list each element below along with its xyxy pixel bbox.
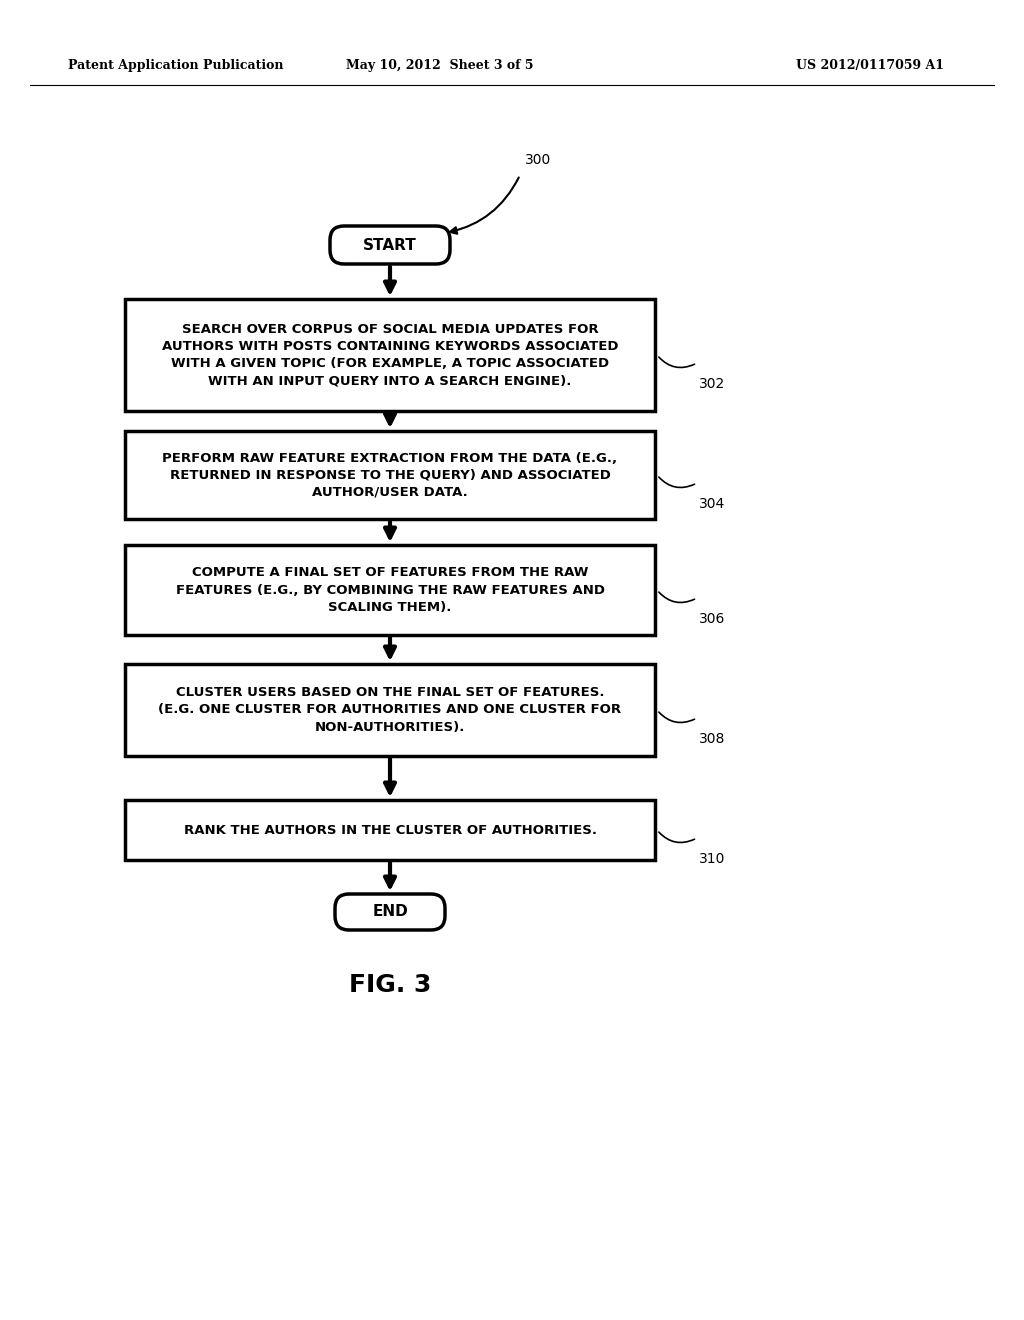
Bar xyxy=(125,545,655,635)
FancyBboxPatch shape xyxy=(330,226,450,264)
Text: 302: 302 xyxy=(699,378,725,391)
Text: 300: 300 xyxy=(525,153,551,168)
Text: COMPUTE A FINAL SET OF FEATURES FROM THE RAW
FEATURES (E.G., BY COMBINING THE RA: COMPUTE A FINAL SET OF FEATURES FROM THE… xyxy=(175,566,604,614)
Bar xyxy=(125,300,655,411)
Text: 306: 306 xyxy=(699,612,725,626)
Text: US 2012/0117059 A1: US 2012/0117059 A1 xyxy=(796,58,944,71)
Text: START: START xyxy=(364,238,417,252)
Text: PERFORM RAW FEATURE EXTRACTION FROM THE DATA (E.G.,
RETURNED IN RESPONSE TO THE : PERFORM RAW FEATURE EXTRACTION FROM THE … xyxy=(163,451,617,499)
Text: SEARCH OVER CORPUS OF SOCIAL MEDIA UPDATES FOR
AUTHORS WITH POSTS CONTAINING KEY: SEARCH OVER CORPUS OF SOCIAL MEDIA UPDAT… xyxy=(162,323,618,387)
FancyBboxPatch shape xyxy=(335,894,445,931)
Text: 304: 304 xyxy=(699,498,725,511)
Text: May 10, 2012  Sheet 3 of 5: May 10, 2012 Sheet 3 of 5 xyxy=(346,58,534,71)
Text: END: END xyxy=(372,904,408,920)
Text: FIG. 3: FIG. 3 xyxy=(349,973,431,997)
Bar xyxy=(125,664,655,756)
Text: RANK THE AUTHORS IN THE CLUSTER OF AUTHORITIES.: RANK THE AUTHORS IN THE CLUSTER OF AUTHO… xyxy=(183,824,597,837)
Bar xyxy=(125,432,655,519)
Bar xyxy=(125,800,655,861)
Text: 308: 308 xyxy=(699,733,725,746)
Text: 310: 310 xyxy=(699,851,725,866)
Text: CLUSTER USERS BASED ON THE FINAL SET OF FEATURES.
(E.G. ONE CLUSTER FOR AUTHORIT: CLUSTER USERS BASED ON THE FINAL SET OF … xyxy=(159,686,622,734)
Text: Patent Application Publication: Patent Application Publication xyxy=(68,58,284,71)
